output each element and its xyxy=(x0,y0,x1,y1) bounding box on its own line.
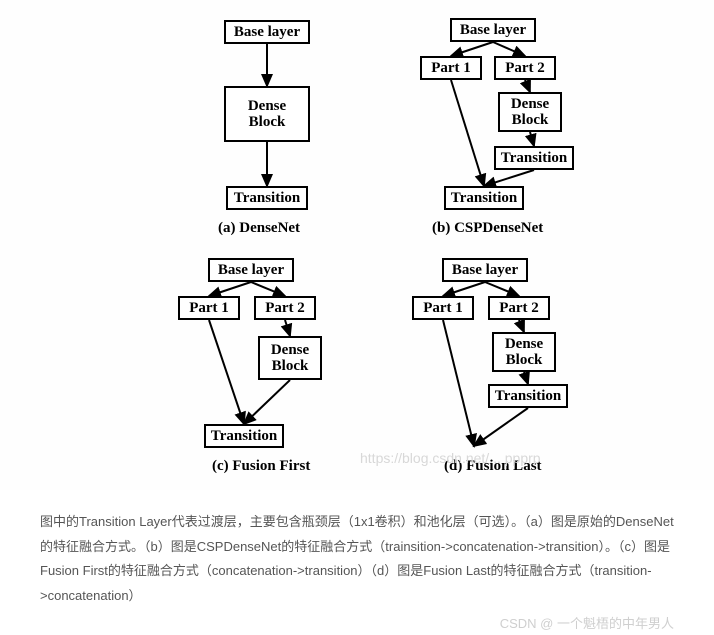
watermark-footer: CSDN @ 一个魁梧的中年男人 xyxy=(0,613,714,632)
c-trans-box: Transition xyxy=(204,424,284,448)
c-part2-box: Part 2 xyxy=(254,296,316,320)
b-part2-box: Part 2 xyxy=(494,56,556,80)
b-caption: (b) CSPDenseNet xyxy=(432,220,543,237)
b-base-box: Base layer xyxy=(450,18,536,42)
b-trans1-box: Transition xyxy=(494,146,574,170)
diagram-area: Base layer DenseBlock Transition (a) DenseN… xyxy=(0,0,714,490)
c-base-box: Base layer xyxy=(208,258,294,282)
arrow-layer xyxy=(0,0,714,490)
b-part1-box: Part 1 xyxy=(420,56,482,80)
d-part1-box: Part 1 xyxy=(412,296,474,320)
b-trans2-box: Transition xyxy=(444,186,524,210)
description-text: 图中的Transition Layer代表过渡层，主要包含瓶颈层（1x1卷积）和… xyxy=(0,490,714,629)
d-part2-box: Part 2 xyxy=(488,296,550,320)
b-dense-box: DenseBlock xyxy=(498,92,562,132)
watermark-mid: https://blog.csdn.net/... ppprp xyxy=(360,450,541,466)
d-base-box: Base layer xyxy=(442,258,528,282)
c-caption: (c) Fusion First xyxy=(212,458,310,475)
d-dense-box: DenseBlock xyxy=(492,332,556,372)
c-part1-box: Part 1 xyxy=(178,296,240,320)
a-trans-box: Transition xyxy=(226,186,308,210)
d-trans-box: Transition xyxy=(488,384,568,408)
a-dense-box: DenseBlock xyxy=(224,86,310,142)
a-base-box: Base layer xyxy=(224,20,310,44)
a-caption: (a) DenseNet xyxy=(218,220,300,237)
c-dense-box: DenseBlock xyxy=(258,336,322,380)
